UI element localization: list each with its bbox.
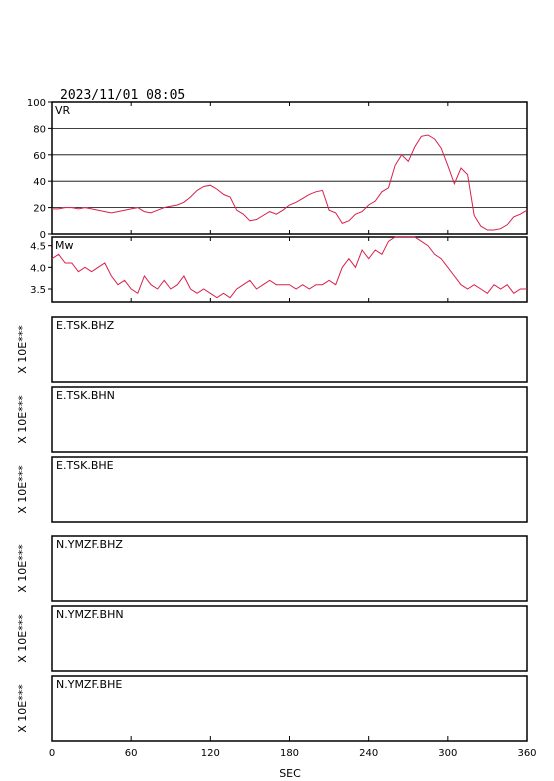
station-label: N.YMZF.BHE (56, 678, 122, 691)
timestamp: 2023/11/01 08:05 (60, 88, 185, 103)
vr-panel: VR 0 20 40 60 80 100 (27, 98, 528, 241)
mw-y-ticks: 3.5 4.0 4.5 (30, 242, 52, 296)
mw-series-line (51, 236, 527, 299)
x-tick-label: 120 (201, 748, 220, 759)
station-scale-label: X 10E*** (16, 614, 29, 663)
vr-y-tick-label: 0 (40, 230, 46, 241)
station-panel: N.YMZF.BHZ X 10E*** (16, 535, 528, 602)
mw-panel-label: Mw (55, 239, 74, 252)
station-panel-frame (51, 316, 528, 383)
x-tick-label: 360 (517, 748, 536, 759)
station-scale-label: X 10E*** (16, 465, 29, 514)
station-scale-label: X 10E*** (16, 684, 29, 733)
station-label: N.YMZF.BHN (56, 608, 124, 621)
station-panel: N.YMZF.BHN X 10E*** (16, 605, 528, 672)
station-label: N.YMZF.BHZ (56, 538, 123, 551)
x-tick-label: 180 (280, 748, 299, 759)
station-scale-label: X 10E*** (16, 544, 29, 593)
mw-y-tick-label: 4.5 (30, 242, 46, 253)
station-label: E.TSK.BHZ (56, 319, 115, 332)
vr-y-tick-label: 60 (33, 151, 46, 162)
vr-y-tick-label: 100 (27, 98, 46, 109)
station-label: E.TSK.BHE (56, 459, 114, 472)
station-panel-frame (51, 605, 528, 672)
x-tick-label: 60 (125, 748, 138, 759)
station-panel-frame (51, 535, 528, 602)
mw-panel-frame (51, 236, 528, 303)
vr-series-line (52, 134, 528, 231)
vr-y-tick-label: 40 (33, 177, 46, 188)
vr-y-ticks: 0 20 40 60 80 100 (27, 98, 52, 241)
station-label: E.TSK.BHN (56, 389, 115, 402)
mw-y-tick-label: 3.5 (30, 285, 46, 296)
x-tick-label: 300 (438, 748, 457, 759)
x-tick-label: 0 (49, 748, 55, 759)
station-panel-frame (51, 675, 528, 742)
station-scale-label: X 10E*** (16, 325, 29, 374)
station-scale-label: X 10E*** (16, 395, 29, 444)
x-tick-label: 240 (359, 748, 378, 759)
vr-y-tick-label: 80 (33, 124, 46, 135)
mw-panel: Mw 3.5 4.0 4.5 (30, 236, 528, 303)
station-panel-frame (51, 456, 528, 523)
mw-y-tick-label: 4.0 (30, 263, 46, 274)
station-panel: N.YMZF.BHE X 10E*** (16, 675, 528, 742)
vr-panel-frame (51, 101, 528, 235)
x-axis-label: SEC (279, 767, 301, 780)
vr-grid (52, 127, 527, 209)
station-panel: E.TSK.BHN X 10E*** (16, 386, 528, 453)
station-panel: E.TSK.BHZ X 10E*** (16, 316, 528, 383)
station-panel-frame (51, 386, 528, 453)
x-axis-ticks: 0 60 120 180 240 300 360 (49, 102, 537, 759)
vr-panel-label: VR (55, 104, 71, 117)
station-panel: E.TSK.BHE X 10E*** (16, 456, 528, 523)
x-axis: 0 60 120 180 240 300 360 SEC (49, 102, 537, 780)
vr-y-tick-label: 20 (33, 204, 46, 215)
